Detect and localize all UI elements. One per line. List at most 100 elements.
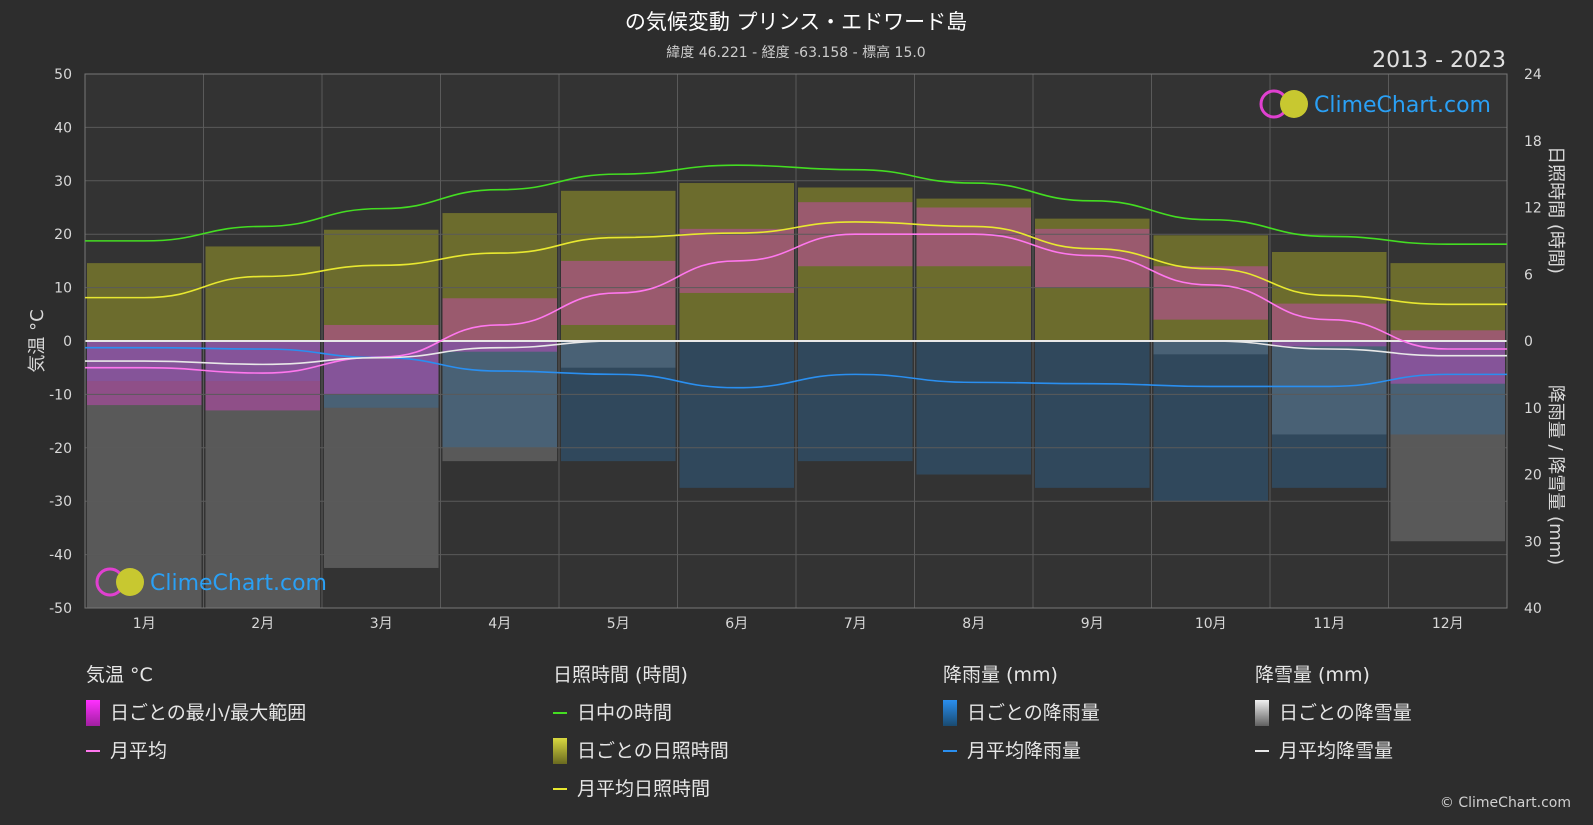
- temp-tick-label: 40: [54, 120, 72, 136]
- legend-rain-avg: 月平均降雨量: [943, 736, 1100, 766]
- temp-tick-label: -20: [49, 441, 72, 457]
- legend-sun-avg-label: 月平均日照時間: [577, 778, 711, 800]
- sunshine-daily-bar: [1035, 218, 1150, 341]
- temp-tick-label: 20: [54, 227, 72, 243]
- legend-temperature: 気温 °C 日ごとの最小/最大範囲 月平均: [86, 660, 306, 774]
- logo-text-bottom: ClimeChart.com: [150, 571, 327, 596]
- rain-daily-bar: [1390, 341, 1505, 435]
- precip-tick-label: 40: [1524, 601, 1542, 617]
- temp-range-bar: [916, 207, 1031, 267]
- precip-tick-label: 30: [1524, 534, 1542, 550]
- sunshine-daily-bar: [798, 187, 913, 341]
- rain-daily-bar: [1035, 341, 1150, 488]
- snow-avg-swatch: [1255, 750, 1269, 752]
- sunshine-daily-bar: [205, 246, 320, 341]
- legend-rain-avg-label: 月平均降雨量: [967, 740, 1082, 762]
- rain-daily-bar: [1272, 341, 1387, 488]
- precip-tick-label: 20: [1524, 468, 1542, 484]
- rain-daily-bar: [916, 341, 1031, 475]
- snow-daily-swatch: [1255, 700, 1269, 726]
- legend-rain-daily-label: 日ごとの降雨量: [967, 702, 1100, 724]
- sunshine-daily-bar: [87, 263, 202, 341]
- rain-daily-bar: [798, 341, 913, 462]
- right-top-axis-label: 日照時間 (時間): [1545, 146, 1566, 274]
- temp-range-bar: [1035, 228, 1150, 288]
- logo-bottom: ClimeChart.com: [95, 567, 327, 597]
- month-tick-label: 11月: [1313, 616, 1345, 632]
- legend-temp-range-label: 日ごとの最小/最大範囲: [110, 702, 307, 724]
- sunshine-daily-bar: [1153, 235, 1268, 341]
- legend-rain-daily: 日ごとの降雨量: [943, 698, 1100, 728]
- rain-avg-swatch: [943, 750, 957, 752]
- legend-snow-avg-label: 月平均降雪量: [1279, 740, 1394, 762]
- rain-daily-swatch: [943, 700, 957, 726]
- logo-sun-icon: [1280, 90, 1308, 118]
- sunshine-daily-swatch: [553, 738, 567, 764]
- month-tick-label: 4月: [488, 616, 511, 632]
- temp-range-bar: [1153, 266, 1268, 320]
- legend-temp-avg: 月平均: [86, 736, 306, 766]
- legend-sun-avg: 月平均日照時間: [553, 774, 729, 804]
- temp-tick-label: 10: [54, 281, 72, 297]
- snow-avg-line: [85, 340, 1507, 366]
- rain-daily-bar: [561, 341, 676, 462]
- legend-snow-avg: 月平均降雪量: [1255, 736, 1412, 766]
- legend-snow-daily: 日ごとの降雪量: [1255, 698, 1412, 728]
- temp-tick-label: 50: [54, 67, 72, 83]
- daylight-line: [84, 164, 1507, 246]
- left-axis-label: 気温 °C: [27, 309, 48, 372]
- sun-tick-label: 6: [1524, 267, 1533, 283]
- legend-snow-daily-label: 日ごとの降雪量: [1279, 702, 1412, 724]
- temp-tick-label: -50: [49, 601, 72, 617]
- temp-range-bar: [87, 341, 202, 406]
- legend-sunshine-heading: 日照時間 (時間): [553, 664, 688, 686]
- chart-title: の気候変動 プリンス・エドワード島: [625, 10, 967, 34]
- month-tick-label: 3月: [370, 616, 393, 632]
- month-tick-label: 5月: [607, 616, 630, 632]
- temp-tick-label: 30: [54, 174, 72, 190]
- tick-labels-layer: 50 40 30 20 10 0 -10 -20 -30 -40 -50 24 18 12 6 0 10 20 30…: [49, 67, 1542, 632]
- temp-avg-swatch: [86, 750, 100, 752]
- legend-snow-heading: 降雪量 (mm): [1255, 664, 1370, 686]
- sun-tick-label: 18: [1524, 134, 1542, 150]
- snow-daily-bar: [87, 341, 202, 608]
- legend-rain: 降雨量 (mm) 日ごとの降雨量 月平均降雨量: [943, 660, 1100, 774]
- snow-daily-bar: [561, 341, 676, 368]
- month-tick-label: 2月: [251, 616, 274, 632]
- temp-avg-line: [84, 233, 1507, 374]
- snow-daily-bar: [442, 341, 557, 462]
- series-lines-layer: [84, 164, 1507, 389]
- logo-top: ClimeChart.com: [1259, 89, 1491, 119]
- month-tick-label: 10月: [1195, 616, 1227, 632]
- rain-avg-line: [85, 346, 1507, 389]
- daily-bars-layer: [87, 183, 1505, 608]
- daylight-swatch: [553, 712, 567, 714]
- sunshine-daily-bar: [916, 198, 1031, 341]
- legend-snow: 降雪量 (mm) 日ごとの降雪量 月平均降雪量: [1255, 660, 1412, 774]
- sun-tick-label: 12: [1524, 201, 1542, 217]
- temp-range-bar: [1390, 330, 1505, 384]
- legend-temp-avg-label: 月平均: [110, 740, 168, 762]
- rain-daily-bar: [205, 341, 320, 382]
- temp-range-bar: [1272, 303, 1387, 347]
- snow-daily-bar: [1272, 341, 1387, 435]
- month-tick-label: 12月: [1432, 616, 1464, 632]
- precip-tick-label: 10: [1524, 401, 1542, 417]
- climate-chart: の気候変動 プリンス・エドワード島 緯度 46.221 - 経度 -63.158…: [27, 10, 1566, 632]
- sunshine-avg-swatch: [553, 788, 567, 790]
- legend-sun-daily: 日ごとの日照時間: [553, 736, 729, 766]
- rain-daily-bar: [324, 341, 439, 408]
- legend-temperature-heading: 気温 °C: [86, 664, 153, 686]
- right-bottom-axis-label: 降雨量 / 降雪量 (mm): [1545, 385, 1566, 565]
- month-tick-label: 7月: [844, 616, 867, 632]
- rain-daily-bar: [679, 341, 794, 488]
- sunshine-daily-bar: [561, 190, 676, 341]
- year-range: 2013 - 2023: [1372, 48, 1506, 73]
- logo-sun-icon: [116, 568, 144, 596]
- temp-tick-label: -10: [49, 387, 72, 403]
- sunshine-avg-line: [85, 221, 1507, 306]
- temp-range-bar: [205, 341, 320, 411]
- temp-tick-label: -30: [49, 494, 72, 510]
- snow-daily-bar: [1153, 341, 1268, 355]
- grid-layer: [84, 73, 1508, 609]
